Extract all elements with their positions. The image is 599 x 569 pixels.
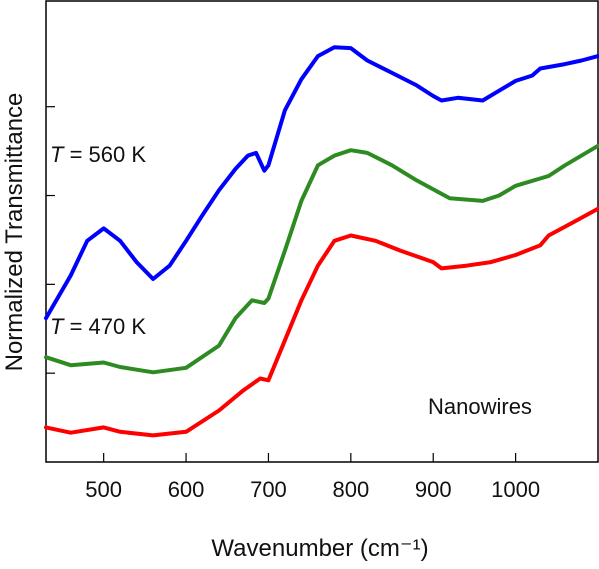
x-tick-label: 1000 [491, 477, 540, 502]
annotation-italic: T [50, 142, 65, 167]
annotation-text: = 560 K [63, 142, 146, 167]
x-tick-label: 500 [85, 477, 122, 502]
series-line [44, 143, 599, 375]
annotation-text: = 470 K [63, 314, 146, 339]
series-line [44, 45, 599, 321]
x-tick-label: 700 [250, 477, 287, 502]
x-tick-label: 600 [168, 477, 205, 502]
y-axis-label: Normalized Transmittance [1, 93, 28, 372]
annotation: T = 560 K [50, 142, 146, 167]
x-tick-label: 900 [415, 477, 452, 502]
x-axis-label: Wavenumber (cm⁻¹) [211, 535, 428, 562]
plot-frame [45, 0, 599, 463]
annotation: Nanowires [428, 394, 532, 419]
series-line [44, 206, 599, 438]
x-tick-label: 800 [332, 477, 369, 502]
annotation: T = 470 K [50, 314, 146, 339]
annotation-italic: T [50, 314, 65, 339]
annotation-text: Nanowires [428, 394, 532, 419]
